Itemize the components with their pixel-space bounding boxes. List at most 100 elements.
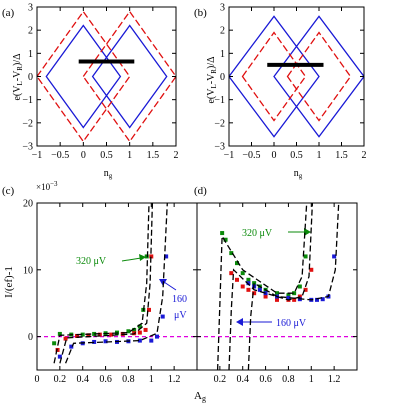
x-tick-label: 1.5 bbox=[335, 150, 348, 161]
plot-area bbox=[197, 203, 357, 370]
x-tick-label: 0.2 bbox=[54, 374, 67, 385]
blue-data-point bbox=[103, 339, 108, 344]
red-data-point bbox=[97, 332, 102, 337]
y-tick-label: −3 bbox=[22, 142, 33, 153]
y-tick-label: −2 bbox=[22, 118, 33, 129]
x-tick-label: 0 bbox=[81, 150, 86, 161]
blue-data-point bbox=[69, 344, 74, 349]
red-diamond bbox=[82, 10, 176, 143]
x-tick-label: 2 bbox=[362, 150, 367, 161]
axes-frame bbox=[196, 202, 358, 371]
red-diamond bbox=[241, 31, 307, 122]
green-data-point bbox=[92, 331, 97, 336]
red-data-point bbox=[263, 294, 268, 299]
arrow-320-d bbox=[288, 228, 311, 236]
y-tick-label: 2 bbox=[28, 26, 33, 37]
x-tick-label: 0.5 bbox=[290, 150, 303, 161]
green-data-point bbox=[144, 254, 149, 259]
x-tick-label: −1 bbox=[32, 150, 43, 161]
axes-frame bbox=[228, 6, 365, 147]
blue-data-point bbox=[92, 339, 97, 344]
red-data-point bbox=[137, 330, 142, 335]
x-tick-label: 1.2 bbox=[328, 374, 341, 385]
panel-label-a: (a) bbox=[2, 7, 15, 19]
red-diamond bbox=[37, 10, 131, 143]
y-tick-label: 1 bbox=[220, 49, 225, 60]
y-tick-label: 10 bbox=[23, 265, 33, 276]
x-tick-label: 1 bbox=[127, 150, 132, 161]
x-tick-label: 0 bbox=[272, 150, 277, 161]
x-tick-label: 0.2 bbox=[214, 374, 227, 385]
x-tick-label: 1 bbox=[149, 374, 154, 385]
x-tick-label: 1.5 bbox=[147, 150, 160, 161]
x-tick-label: −0.5 bbox=[51, 150, 69, 161]
red-data-point bbox=[292, 297, 297, 302]
x-tick-label: 0.6 bbox=[259, 374, 272, 385]
blue-data-point bbox=[286, 295, 291, 300]
red-data-point bbox=[109, 332, 114, 337]
red-data-point bbox=[309, 267, 314, 272]
y-tick-label: 3 bbox=[28, 3, 33, 14]
blue-data-point bbox=[149, 338, 154, 343]
red-data-point bbox=[303, 287, 308, 292]
annotation-160-c-line1: 160 bbox=[172, 294, 187, 305]
red-diamond bbox=[286, 31, 352, 122]
x-tick-label: 1.2 bbox=[168, 374, 181, 385]
y-tick-label: 3 bbox=[220, 3, 225, 14]
y-tick-label: 1 bbox=[28, 49, 33, 60]
green-data-point bbox=[252, 281, 257, 286]
blue-data-point bbox=[332, 254, 337, 259]
ylabel-panel-a: e(VL-VR)/Δ bbox=[12, 53, 24, 101]
panel-label-b: (b) bbox=[194, 7, 207, 19]
red-data-point bbox=[75, 333, 79, 338]
blue-diamond bbox=[91, 24, 168, 129]
y-tick-label: 20 bbox=[23, 199, 33, 210]
green-data-point bbox=[137, 324, 142, 329]
red-data-point bbox=[229, 271, 234, 276]
red-data-point bbox=[246, 287, 251, 292]
red-data-point bbox=[240, 284, 245, 289]
blue-data-point bbox=[164, 254, 169, 259]
plot-area bbox=[37, 10, 176, 143]
x-tick-label: 0.8 bbox=[122, 374, 135, 385]
red-data-point bbox=[252, 291, 257, 296]
blue-diamond bbox=[229, 15, 320, 138]
green-data-point bbox=[292, 291, 297, 296]
green-data-point bbox=[286, 293, 291, 298]
xlabel-panel-b: ng bbox=[294, 168, 303, 180]
x-tick-label: 1 bbox=[309, 374, 314, 385]
green-data-point bbox=[132, 327, 137, 332]
y-multiplier-label: ×10−3 bbox=[36, 180, 58, 192]
x-tick-label: 0.4 bbox=[236, 374, 249, 385]
plot-layer: −1 −0.5 0 0.5 1 1.5 2 −3 −2 −1 0 1 2 3 −1 −0.5 0 0.5 1 1.5 2… bbox=[22, 3, 366, 386]
chart-panel-4: 0.2 0.4 0.6 0.8 1 1.2 bbox=[196, 202, 358, 385]
y-tick-label: 0 bbox=[28, 72, 33, 83]
green-data-point bbox=[126, 329, 131, 334]
fit-curve bbox=[247, 203, 340, 370]
fit-curve bbox=[53, 203, 150, 364]
blue-data-point bbox=[57, 354, 62, 359]
panel-label-d: (d) bbox=[194, 185, 207, 197]
arrow-160-c bbox=[159, 279, 177, 291]
ylabel-panel-b: e(VL-VR)/Δ bbox=[206, 56, 218, 104]
green-data-point bbox=[275, 291, 279, 296]
red-data-point bbox=[235, 277, 239, 282]
y-tick-label: 0 bbox=[28, 332, 33, 343]
red-data-point bbox=[63, 336, 68, 341]
green-data-point bbox=[229, 251, 234, 256]
annotation-320-c: 320 μV bbox=[76, 256, 107, 267]
xlabel-bottom: Ag bbox=[194, 390, 206, 403]
x-tick-label: 0.4 bbox=[76, 374, 89, 385]
fit-curve bbox=[228, 203, 314, 370]
red-data-point bbox=[149, 254, 154, 259]
green-data-point bbox=[80, 332, 85, 337]
green-data-point bbox=[240, 271, 245, 276]
fit-curve bbox=[59, 203, 154, 364]
x-tick-label: 0.5 bbox=[100, 150, 113, 161]
arrow-160-d bbox=[236, 318, 272, 326]
y-tick-label: 2 bbox=[220, 26, 225, 37]
arrow-320-c bbox=[121, 254, 146, 262]
y-tick-label: −1 bbox=[214, 95, 225, 106]
x-tick-label: 2 bbox=[174, 150, 179, 161]
x-tick-label: 0 bbox=[35, 374, 40, 385]
